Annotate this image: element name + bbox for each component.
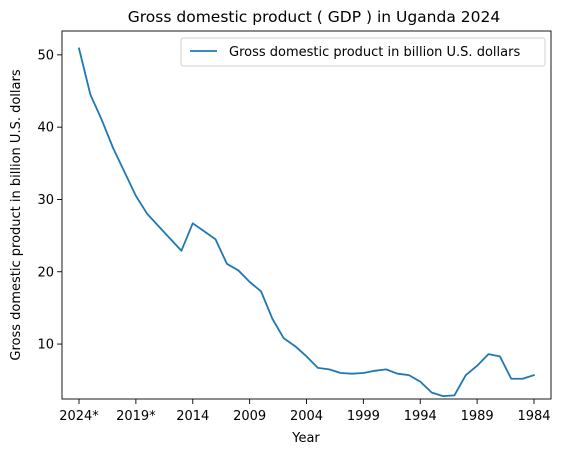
y-tick-label: 10 [37, 338, 54, 353]
x-tick-label: 1999 [347, 409, 380, 424]
chart-title: Gross domestic product ( GDP ) in Uganda… [128, 8, 500, 26]
x-axis-label: Year [291, 431, 320, 446]
y-axis-label: Gross domestic product in billion U.S. d… [9, 69, 24, 360]
y-axis-ticks: 10 20 30 40 50 [37, 48, 62, 353]
x-tick-label: 1994 [404, 409, 437, 424]
y-tick-label: 20 [37, 265, 54, 280]
x-axis-ticks: 2024* 2019* 2014 2009 2004 1999 1994 1989 1984 [59, 399, 551, 424]
y-tick-label: 50 [37, 48, 54, 63]
legend-series-label: Gross domestic product in billion U.S. d… [229, 45, 520, 60]
x-tick-label: 2019* [116, 409, 156, 424]
y-tick-label: 40 [37, 121, 54, 136]
x-tick-label: 2009 [233, 409, 266, 424]
y-tick-label: 30 [37, 193, 54, 208]
legend-box [180, 37, 546, 67]
x-tick-label: 1989 [461, 409, 494, 424]
x-tick-label: 1984 [517, 409, 550, 424]
x-tick-label: 2004 [290, 409, 323, 424]
x-tick-label: 2024* [59, 409, 99, 424]
series-layer [78, 47, 535, 398]
x-tick-label: 2014 [176, 409, 209, 424]
legend: Gross domestic product in billion U.S. d… [180, 37, 546, 67]
